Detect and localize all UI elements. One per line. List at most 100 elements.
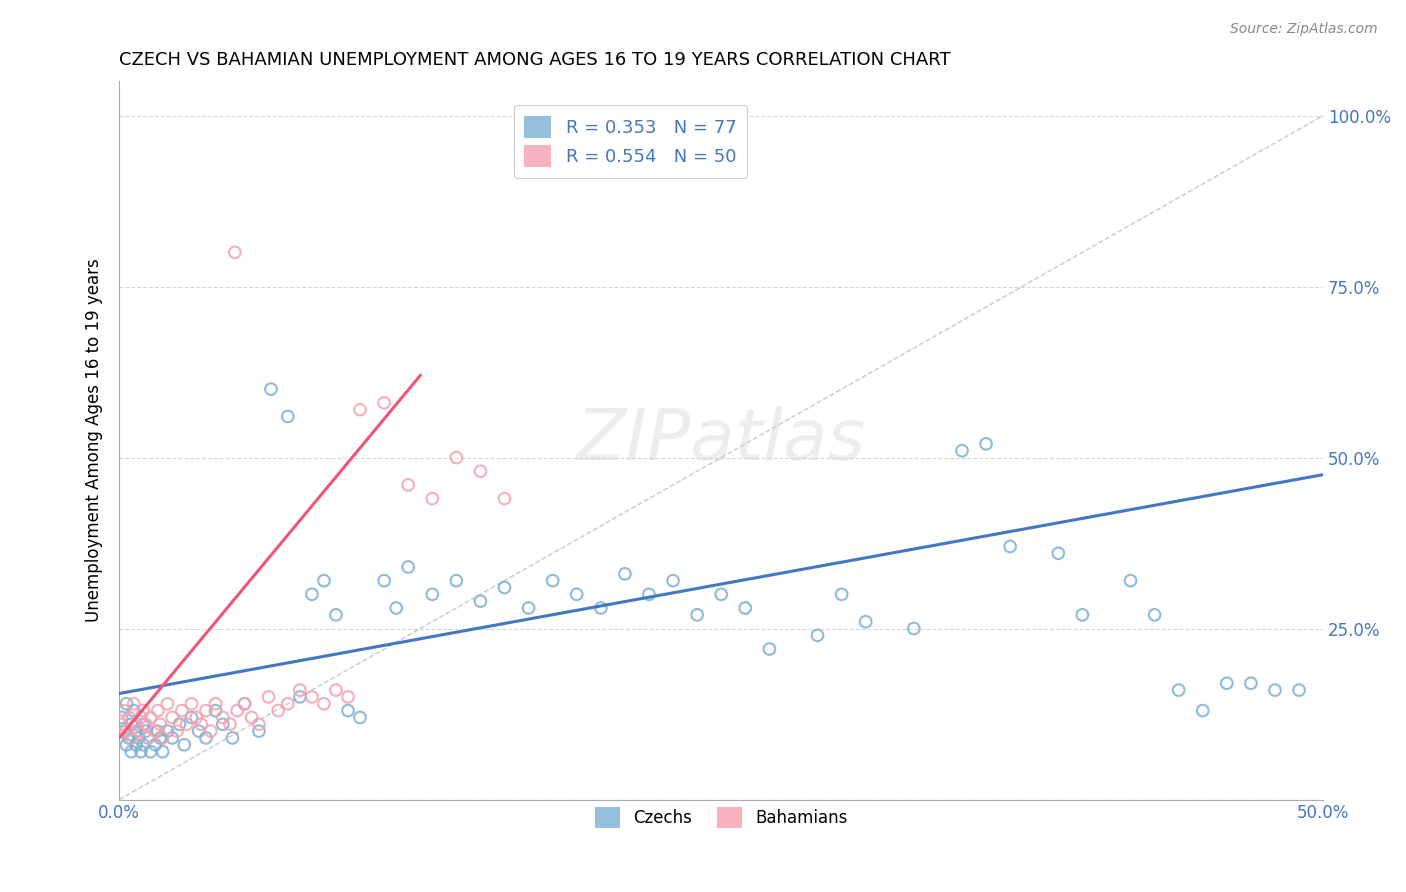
- Point: [176, 717, 198, 731]
- Point: [169, 717, 191, 731]
- Point: [950, 443, 973, 458]
- Point: [288, 690, 311, 704]
- Point: [145, 724, 167, 739]
- Point: [247, 724, 270, 739]
- Point: [396, 478, 419, 492]
- Point: [758, 642, 780, 657]
- Point: [162, 710, 184, 724]
- Point: [224, 245, 246, 260]
- Point: [589, 601, 612, 615]
- Point: [152, 745, 174, 759]
- Point: [903, 622, 925, 636]
- Point: [1071, 607, 1094, 622]
- Point: [233, 697, 256, 711]
- Text: Source: ZipAtlas.com: Source: ZipAtlas.com: [1230, 22, 1378, 37]
- Point: [277, 697, 299, 711]
- Point: [470, 464, 492, 478]
- Point: [115, 697, 138, 711]
- Point: [186, 710, 208, 724]
- Point: [613, 566, 636, 581]
- Point: [115, 724, 138, 739]
- Point: [112, 724, 135, 739]
- Point: [190, 717, 212, 731]
- Point: [517, 601, 540, 615]
- Point: [156, 724, 179, 739]
- Point: [194, 704, 217, 718]
- Point: [120, 717, 142, 731]
- Point: [446, 574, 468, 588]
- Point: [1240, 676, 1263, 690]
- Point: [1288, 683, 1310, 698]
- Point: [312, 697, 335, 711]
- Point: [128, 724, 150, 739]
- Point: [187, 724, 209, 739]
- Point: [541, 574, 564, 588]
- Point: [396, 560, 419, 574]
- Point: [267, 704, 290, 718]
- Point: [337, 704, 360, 718]
- Point: [170, 704, 193, 718]
- Point: [211, 710, 233, 724]
- Point: [132, 738, 155, 752]
- Point: [1191, 704, 1213, 718]
- Point: [152, 731, 174, 745]
- Point: [135, 724, 157, 739]
- Point: [260, 382, 283, 396]
- Point: [226, 704, 249, 718]
- Point: [211, 717, 233, 731]
- Point: [139, 745, 162, 759]
- Point: [662, 574, 685, 588]
- Point: [494, 491, 516, 506]
- Point: [233, 697, 256, 711]
- Point: [565, 587, 588, 601]
- Point: [219, 717, 242, 731]
- Point: [312, 574, 335, 588]
- Point: [129, 745, 152, 759]
- Point: [446, 450, 468, 465]
- Text: ZIPatlas: ZIPatlas: [576, 406, 866, 475]
- Point: [111, 710, 134, 724]
- Point: [149, 717, 172, 731]
- Point: [420, 491, 443, 506]
- Point: [128, 731, 150, 745]
- Point: [494, 581, 516, 595]
- Point: [136, 731, 159, 745]
- Point: [734, 601, 756, 615]
- Point: [1264, 683, 1286, 698]
- Point: [349, 710, 371, 724]
- Point: [149, 731, 172, 745]
- Point: [373, 396, 395, 410]
- Point: [204, 697, 226, 711]
- Point: [135, 717, 157, 731]
- Point: [122, 704, 145, 718]
- Point: [325, 607, 347, 622]
- Point: [112, 704, 135, 718]
- Point: [118, 731, 141, 745]
- Point: [686, 607, 709, 622]
- Point: [349, 402, 371, 417]
- Point: [122, 697, 145, 711]
- Point: [221, 731, 243, 745]
- Point: [1216, 676, 1239, 690]
- Y-axis label: Unemployment Among Ages 16 to 19 years: Unemployment Among Ages 16 to 19 years: [86, 259, 103, 623]
- Point: [470, 594, 492, 608]
- Point: [301, 690, 323, 704]
- Point: [1143, 607, 1166, 622]
- Point: [194, 731, 217, 745]
- Point: [974, 437, 997, 451]
- Point: [125, 738, 148, 752]
- Point: [136, 731, 159, 745]
- Point: [257, 690, 280, 704]
- Point: [325, 683, 347, 698]
- Point: [277, 409, 299, 424]
- Point: [288, 683, 311, 698]
- Point: [145, 738, 167, 752]
- Point: [120, 731, 142, 745]
- Point: [1167, 683, 1189, 698]
- Point: [638, 587, 661, 601]
- Point: [162, 731, 184, 745]
- Point: [385, 601, 408, 615]
- Point: [120, 745, 142, 759]
- Point: [115, 738, 138, 752]
- Point: [204, 704, 226, 718]
